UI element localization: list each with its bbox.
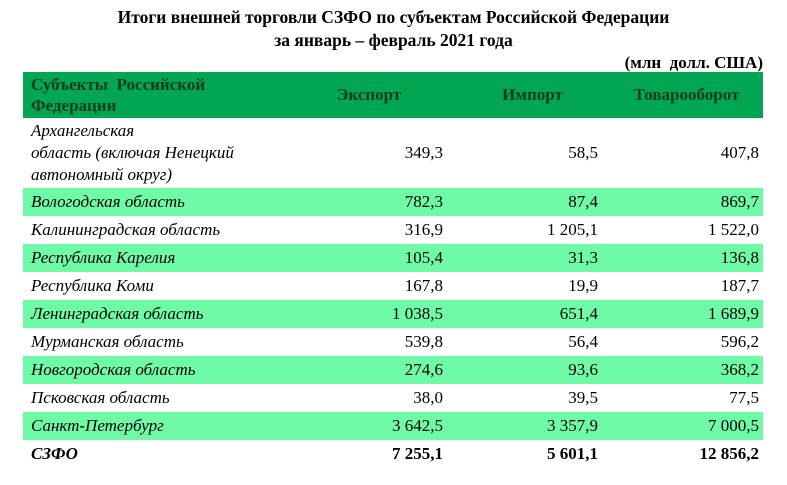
units-label: (млн долл. США) xyxy=(624,53,763,72)
region-cell: Ленинградская область xyxy=(31,304,204,323)
import-cell: 56,4 xyxy=(568,332,598,351)
region-cell: Архангельская область (включая Ненецкий … xyxy=(31,121,234,184)
total-row: СЗФО 7 255,1 5 601,1 12 856,2 xyxy=(23,440,763,468)
table-row: Мурманская область 539,8 56,4 596,2 xyxy=(23,328,763,356)
table-row: Новгородская область 274,6 93,6 368,2 xyxy=(23,356,763,384)
turnover-cell: 7 000,5 xyxy=(708,416,759,435)
trade-table: Субъекты Российской Федерации Экспорт Им… xyxy=(23,72,763,468)
export-cell: 1 038,5 xyxy=(392,304,443,323)
column-header-turnover: Товарооборот xyxy=(633,85,740,104)
page-title-line2: за январь – февраль 2021 года xyxy=(274,30,513,50)
page: Итоги внешней торговли СЗФО по субъектам… xyxy=(0,6,787,468)
region-cell: Республика Коми xyxy=(31,276,154,295)
region-cell: Санкт-Петербург xyxy=(31,416,164,435)
import-cell: 87,4 xyxy=(568,192,598,211)
region-cell: СЗФО xyxy=(31,444,78,463)
import-cell: 39,5 xyxy=(568,388,598,407)
export-cell: 316,9 xyxy=(404,220,443,239)
table-row: Вологодская область 782,3 87,4 869,7 xyxy=(23,188,763,216)
region-cell: Новгородская область xyxy=(31,360,196,379)
region-cell: Мурманская область xyxy=(31,332,184,351)
export-cell: 105,4 xyxy=(404,248,443,267)
import-cell: 651,4 xyxy=(559,304,598,323)
page-title: Итоги внешней торговли СЗФО по субъектам… xyxy=(0,6,787,52)
table-row: Калининградская область 316,9 1 205,1 1 … xyxy=(23,216,763,244)
table-row: Республика Коми 167,8 19,9 187,7 xyxy=(23,272,763,300)
import-cell: 3 357,9 xyxy=(547,416,598,435)
column-header-export: Экспорт xyxy=(336,85,402,104)
table-row: Республика Карелия 105,4 31,3 136,8 xyxy=(23,244,763,272)
header-row: Субъекты Российской Федерации Экспорт Им… xyxy=(23,72,763,118)
export-cell: 7 255,1 xyxy=(392,444,443,463)
table-body: Архангельская область (включая Ненецкий … xyxy=(23,118,763,468)
turnover-cell: 1 689,9 xyxy=(708,304,759,323)
table-row: Санкт-Петербург 3 642,5 3 357,9 7 000,5 xyxy=(23,412,763,440)
import-cell: 31,3 xyxy=(568,248,598,267)
column-header-import: Импорт xyxy=(502,85,563,104)
region-cell: Республика Карелия xyxy=(31,248,176,267)
import-cell: 5 601,1 xyxy=(547,444,598,463)
export-cell: 167,8 xyxy=(404,276,443,295)
export-cell: 782,3 xyxy=(404,192,443,211)
export-cell: 349,3 xyxy=(404,143,443,162)
region-cell: Вологодская область xyxy=(31,192,185,211)
import-cell: 19,9 xyxy=(568,276,598,295)
export-cell: 38,0 xyxy=(413,388,443,407)
table-row: Ленинградская область 1 038,5 651,4 1 68… xyxy=(23,300,763,328)
turnover-cell: 407,8 xyxy=(720,143,759,162)
turnover-cell: 368,2 xyxy=(720,360,759,379)
import-cell: 1 205,1 xyxy=(547,220,598,239)
page-title-line1: Итоги внешней торговли СЗФО по субъектам… xyxy=(117,7,670,27)
column-header-region: Субъекты Российской Федерации xyxy=(31,75,206,115)
import-cell: 93,6 xyxy=(568,360,598,379)
turnover-cell: 12 856,2 xyxy=(699,444,760,463)
region-cell: Псковская область xyxy=(31,388,170,407)
turnover-cell: 1 522,0 xyxy=(708,220,759,239)
turnover-cell: 187,7 xyxy=(720,276,759,295)
turnover-cell: 596,2 xyxy=(720,332,759,351)
table-header: Субъекты Российской Федерации Экспорт Им… xyxy=(23,72,763,118)
table-row: Псковская область 38,0 39,5 77,5 xyxy=(23,384,763,412)
export-cell: 539,8 xyxy=(404,332,443,351)
import-cell: 58,5 xyxy=(568,143,598,162)
turnover-cell: 869,7 xyxy=(720,192,759,211)
export-cell: 274,6 xyxy=(404,360,443,379)
table-row: Архангельская область (включая Ненецкий … xyxy=(23,118,763,188)
turnover-cell: 77,5 xyxy=(729,388,759,407)
region-cell: Калининградская область xyxy=(31,220,221,239)
turnover-cell: 136,8 xyxy=(720,248,759,267)
export-cell: 3 642,5 xyxy=(392,416,443,435)
